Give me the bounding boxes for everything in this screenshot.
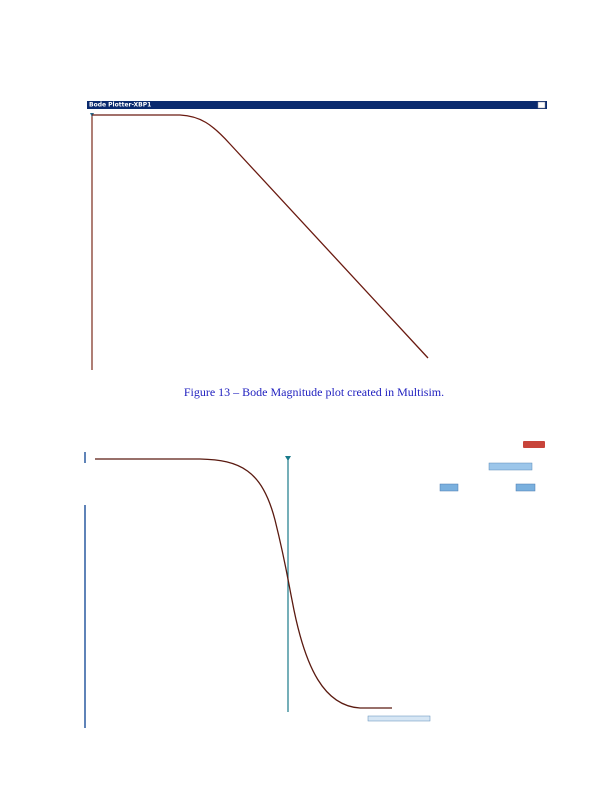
log-button[interactable] <box>439 483 459 492</box>
value-field[interactable] <box>367 715 431 722</box>
window-title: Bode Plotter-XBP1 <box>89 102 151 109</box>
figure-caption: Figure 13 – Bode Magnitude plot created … <box>184 385 444 399</box>
lin-button[interactable] <box>515 483 536 492</box>
title-bar <box>87 101 547 109</box>
magnitude-curve <box>92 114 429 359</box>
mode-button[interactable] <box>488 462 533 471</box>
window-button[interactable] <box>537 101 546 109</box>
close-button[interactable] <box>523 441 545 448</box>
cursor-marker <box>285 456 291 461</box>
bode-window-2 <box>84 441 545 728</box>
bode-window-1: Bode Plotter-XBP1 <box>87 101 547 370</box>
magnitude-curve <box>95 458 392 709</box>
